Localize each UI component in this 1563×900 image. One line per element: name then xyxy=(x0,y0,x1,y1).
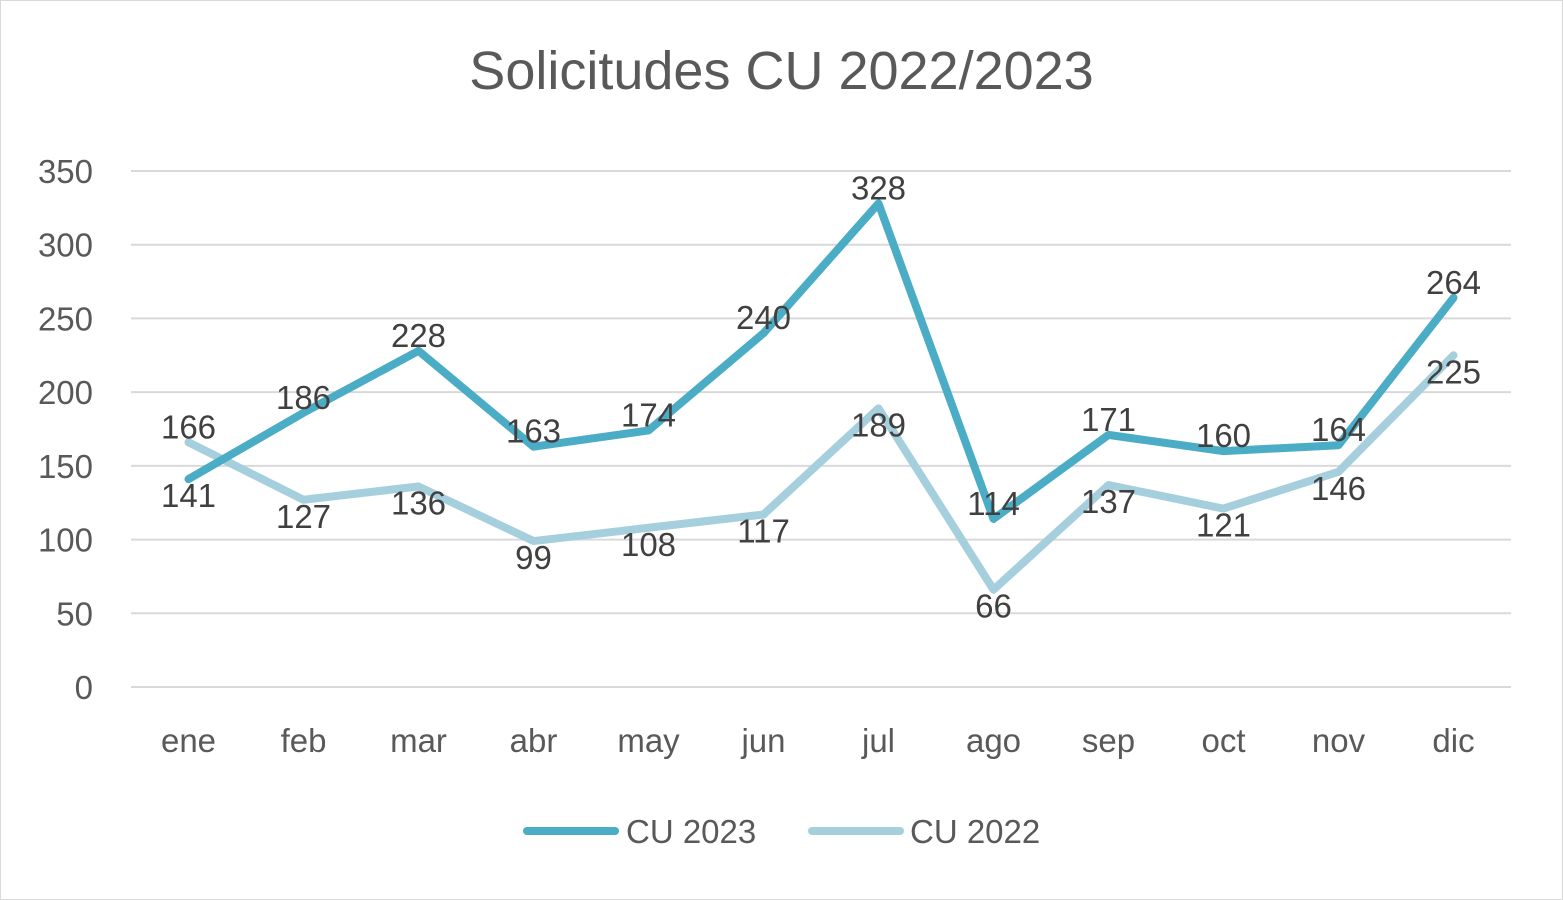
y-tick-label: 0 xyxy=(75,669,93,706)
data-label: 225 xyxy=(1426,353,1481,390)
x-tick-label: mar xyxy=(390,722,447,759)
series-line-1 xyxy=(184,351,1458,594)
y-tick-label: 100 xyxy=(38,522,93,559)
legend-label: CU 2023 xyxy=(626,813,756,850)
y-tick-label: 200 xyxy=(38,374,93,411)
x-tick-label: dic xyxy=(1432,722,1474,759)
data-label: 114 xyxy=(967,485,1020,522)
x-tick-label: jul xyxy=(861,722,895,759)
x-tick-label: may xyxy=(617,722,680,759)
series-lines xyxy=(184,199,1458,594)
y-tick-label: 350 xyxy=(38,153,93,190)
legend: CU 2023 CU 2022 xyxy=(523,813,1040,850)
data-label: 66 xyxy=(975,588,1012,625)
data-label: 240 xyxy=(736,299,791,336)
y-tick-label: 150 xyxy=(38,448,93,485)
data-label: 108 xyxy=(621,526,676,563)
data-label: 186 xyxy=(276,379,331,416)
gridlines xyxy=(131,170,1511,688)
data-label: 117 xyxy=(737,513,790,550)
x-tick-label: feb xyxy=(281,722,327,759)
series-line-0 xyxy=(184,199,1458,523)
data-label: 141 xyxy=(161,477,216,514)
x-tick-label: ene xyxy=(161,722,216,759)
data-label: 137 xyxy=(1081,483,1136,520)
x-tick-label: oct xyxy=(1201,722,1245,759)
y-axis-ticks: 0 50 100 150 200 250 300 350 xyxy=(38,153,93,706)
data-label: 189 xyxy=(851,406,906,443)
x-tick-label: ago xyxy=(966,722,1021,759)
x-tick-label: nov xyxy=(1312,722,1366,759)
x-tick-label: jun xyxy=(740,722,785,759)
data-label: 166 xyxy=(161,408,216,445)
data-label: 163 xyxy=(506,413,561,450)
y-tick-label: 300 xyxy=(38,227,93,264)
data-label: 146 xyxy=(1311,470,1366,507)
data-label: 160 xyxy=(1196,417,1251,454)
chart-title: Solicitudes CU 2022/2023 xyxy=(469,41,1094,101)
x-axis-ticks: ene feb mar abr may jun jul ago sep oct nov dic xyxy=(161,722,1475,759)
data-label: 228 xyxy=(391,317,446,354)
data-label: 127 xyxy=(276,498,331,535)
data-labels: 141 186 228 163 174 240 328 114 171 160 164 264 166 1… xyxy=(161,169,1481,624)
data-label: 328 xyxy=(851,169,906,206)
x-tick-label: abr xyxy=(510,722,558,759)
y-tick-label: 50 xyxy=(56,595,93,632)
legend-label: CU 2022 xyxy=(910,813,1040,850)
data-label: 164 xyxy=(1311,411,1366,448)
data-label: 264 xyxy=(1426,264,1481,301)
data-label: 121 xyxy=(1196,507,1251,544)
data-label: 136 xyxy=(391,484,446,521)
data-label: 171 xyxy=(1081,401,1136,438)
y-tick-label: 250 xyxy=(38,300,93,337)
data-label: 174 xyxy=(621,396,676,433)
x-tick-label: sep xyxy=(1082,722,1135,759)
data-label: 99 xyxy=(515,539,552,576)
